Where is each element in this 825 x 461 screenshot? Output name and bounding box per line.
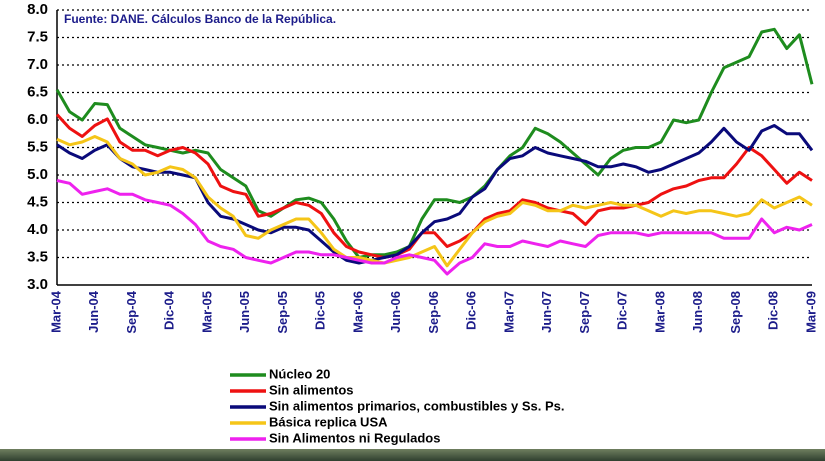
legend-label: Sin alimentos primarios, combustibles y …	[269, 398, 564, 413]
y-tick-label: 5.5	[27, 138, 48, 155]
legend-label: Núcleo 20	[269, 366, 330, 381]
x-tick-label: Mar-04	[48, 290, 63, 333]
x-tick-label: Dic-06	[464, 291, 479, 330]
annotation: Fuente: DANE. Cálculos Banco de la Repúb…	[64, 12, 336, 26]
x-tick-label: Jun-08	[690, 291, 705, 333]
series-line	[56, 135, 813, 268]
annotation-box	[58, 8, 376, 30]
series-line	[56, 124, 814, 265]
legend-label: Básica replica USA	[269, 414, 388, 429]
x-tick-label: Jun-05	[237, 291, 252, 333]
x-tick-label: Sep-06	[426, 291, 441, 334]
x-tick-label: Jun-06	[388, 291, 403, 333]
x-tick-label: Dic-07	[615, 291, 630, 330]
y-tick-label: 7.0	[27, 56, 48, 73]
x-tick-label: Sep-05	[275, 291, 290, 334]
x-tick-label: Dic-05	[313, 291, 328, 330]
legend-label: Sin alimentos	[269, 382, 354, 397]
y-tick-label: 6.5	[27, 83, 48, 100]
x-tick-label: Dic-04	[162, 290, 177, 330]
x-tick-label: Mar-06	[350, 291, 365, 333]
y-tick-label: 8.0	[27, 1, 48, 18]
x-tick-label: Mar-05	[199, 291, 214, 333]
x-tick-label: Mar-07	[501, 291, 516, 333]
x-tick-label: Sep-04	[124, 290, 139, 333]
x-tick-label: Mar-08	[652, 291, 667, 333]
x-tick-label: Sep-07	[577, 291, 592, 334]
x-tick-label: Sep-08	[728, 291, 743, 334]
x-tick-label: Mar-09	[803, 291, 818, 333]
x-tick-label: Jun-07	[539, 291, 554, 333]
legend-label: Sin Alimentos ni Regulados	[269, 430, 440, 445]
series-line	[55, 27, 814, 259]
y-tick-label: 6.0	[27, 111, 48, 128]
y-tick-label: 7.5	[27, 28, 48, 45]
y-tick-label: 3.5	[27, 248, 48, 265]
series-line	[55, 113, 813, 259]
y-tick-label: 4.5	[27, 193, 48, 210]
y-tick-label: 4.0	[27, 221, 48, 238]
x-tick-label: Dic-08	[766, 291, 781, 330]
series-line	[56, 179, 813, 276]
footer-bar	[0, 449, 825, 461]
x-tick-label: Jun-04	[86, 290, 101, 333]
y-tick-label: 5.0	[27, 166, 48, 183]
y-tick-label: 3.0	[27, 276, 48, 293]
